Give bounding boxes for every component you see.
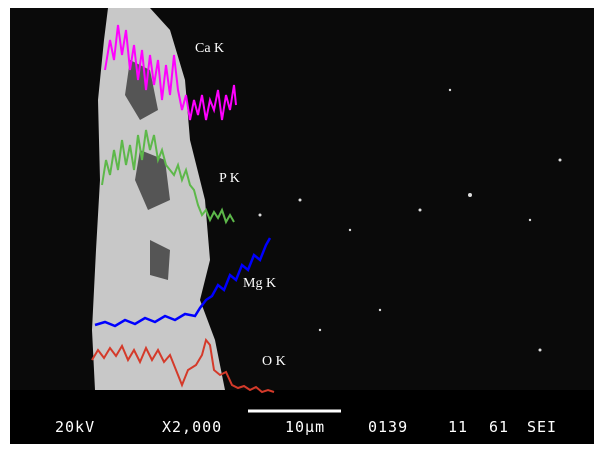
- voltage: 20kV: [55, 418, 95, 436]
- element-label: Ca K: [195, 41, 224, 56]
- element-label: O K: [262, 354, 286, 369]
- field: 11: [448, 418, 468, 436]
- element-label: Mg K: [243, 276, 276, 291]
- mode: SEI: [527, 418, 557, 436]
- magnification: X2,000: [162, 418, 222, 436]
- page: Ca K P K Mg K O K 20kV X2,000 10μm 0139 …: [0, 0, 604, 460]
- micrograph: Ca K P K Mg K O K 20kV X2,000 10μm 0139 …: [0, 0, 604, 460]
- field: 61: [489, 418, 509, 436]
- scale-label: 10μm: [285, 418, 325, 436]
- element-label: P K: [219, 171, 240, 186]
- image-number: 0139: [368, 418, 408, 436]
